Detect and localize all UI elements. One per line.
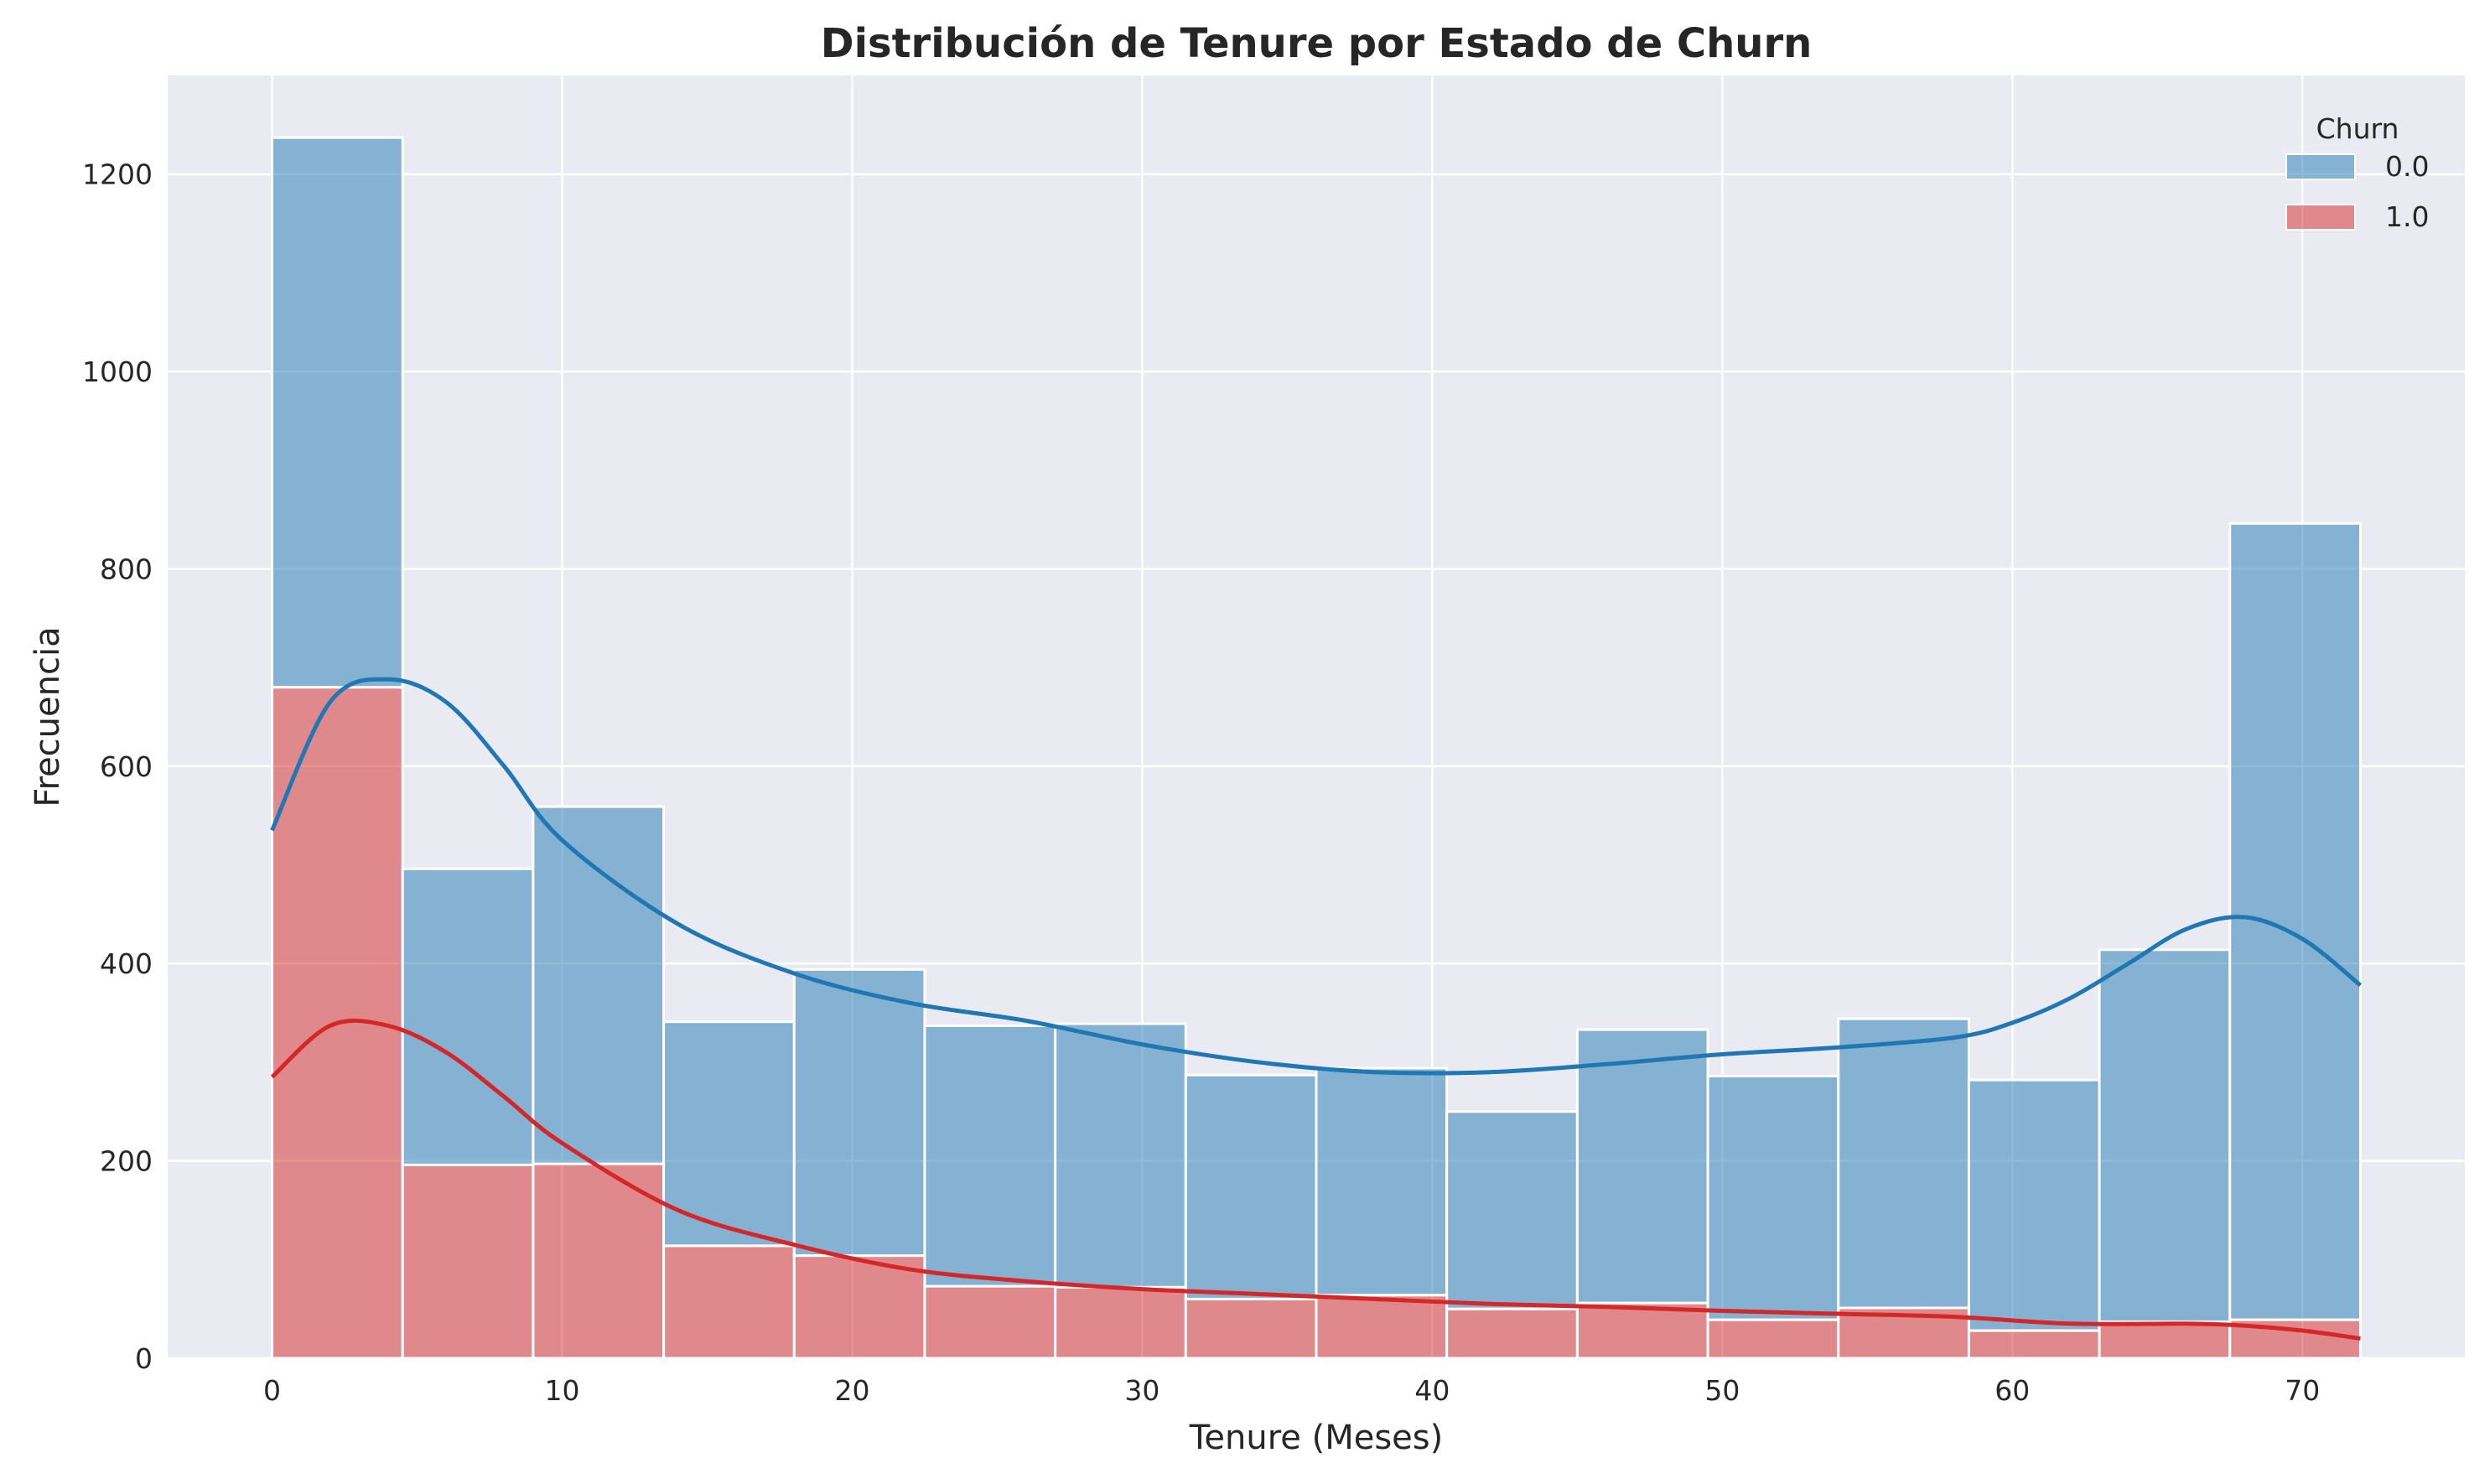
x-tick-label-7: 70 — [2285, 1374, 2320, 1407]
bar-churn-0-bin-5 — [923, 1024, 1057, 1288]
bar-churn-1-bin-4 — [792, 1254, 926, 1360]
bar-churn-0-bin-13 — [1967, 1078, 2101, 1332]
bar-churn-0-bin-4 — [792, 968, 926, 1258]
bar-churn-0-bin-6 — [1054, 1022, 1187, 1289]
bar-churn-0-bin-14 — [2098, 948, 2232, 1323]
x-tick-label-1: 10 — [545, 1374, 580, 1407]
y-tick-label-0: 0 — [135, 1342, 153, 1375]
legend-label-0: 0.0 — [2385, 150, 2429, 183]
bar-churn-1-bin-8 — [1315, 1294, 1449, 1360]
bar-churn-0-bin-2 — [532, 805, 666, 1165]
bar-churn-1-bin-11 — [1706, 1318, 1840, 1360]
y-tick-label-1: 200 — [100, 1145, 153, 1178]
y-tick-label-6: 1200 — [82, 158, 153, 191]
kde-curves — [270, 677, 2363, 1341]
bar-churn-1-bin-14 — [2098, 1320, 2232, 1360]
bar-churn-1-bin-3 — [662, 1244, 796, 1360]
x-tick-label-2: 20 — [834, 1374, 869, 1407]
y-axis-label: Frecuencia — [29, 626, 67, 807]
bar-churn-1-bin-7 — [1184, 1297, 1318, 1360]
bar-churn-1-bin-6 — [1054, 1285, 1187, 1360]
x-tick-label-0: 0 — [263, 1374, 281, 1407]
legend-swatch-0 — [2285, 153, 2356, 180]
legend-title: Churn — [2316, 112, 2399, 145]
bar-churn-0-bin-11 — [1706, 1074, 1840, 1321]
x-tick-label-3: 30 — [1124, 1374, 1159, 1407]
bar-churn-0-bin-9 — [1445, 1110, 1579, 1310]
bar-churn-1-bin-5 — [923, 1284, 1057, 1360]
x-tick-label-5: 50 — [1704, 1374, 1740, 1407]
bar-churn-1-bin-13 — [1967, 1329, 2101, 1360]
y-tick-label-4: 800 — [100, 553, 153, 585]
x-axis-label: Tenure (Meses) — [1189, 1419, 1443, 1457]
kde-line-series-1 — [270, 1018, 2361, 1341]
bar-churn-1-bin-9 — [1445, 1307, 1579, 1360]
x-tick-label-6: 60 — [1995, 1374, 2030, 1407]
bar-churn-0-bin-7 — [1184, 1073, 1318, 1300]
x-tick-label-4: 40 — [1414, 1374, 1450, 1407]
legend-swatch-1 — [2285, 204, 2356, 231]
y-tick-label-2: 400 — [100, 947, 153, 980]
bar-churn-0-bin-3 — [662, 1020, 796, 1248]
bar-churn-0-bin-15 — [2228, 521, 2362, 1321]
tick-labels: 0 10 20 30 40 50 60 70 0 200 400 600 800 1000 1200 — [82, 158, 2320, 1407]
y-tick-label-3: 600 — [100, 750, 153, 783]
y-tick-label-5: 1000 — [82, 355, 153, 388]
chart-title: Distribución de Tenure por Estado de Chu… — [821, 20, 1813, 67]
bar-churn-0-bin-12 — [1837, 1017, 1970, 1310]
bar-churn-0-bin-10 — [1575, 1028, 1709, 1305]
bar-churn-0-bin-0 — [271, 136, 404, 689]
kde-line-series-0 — [270, 677, 2363, 1076]
legend-label-1: 1.0 — [2385, 200, 2429, 233]
bar-churn-1-bin-1 — [401, 1163, 535, 1360]
bar-churn-0-bin-1 — [401, 867, 535, 1166]
legend: Churn 0.0 1.0 — [2285, 112, 2429, 233]
bar-churn-0-bin-8 — [1315, 1066, 1449, 1297]
